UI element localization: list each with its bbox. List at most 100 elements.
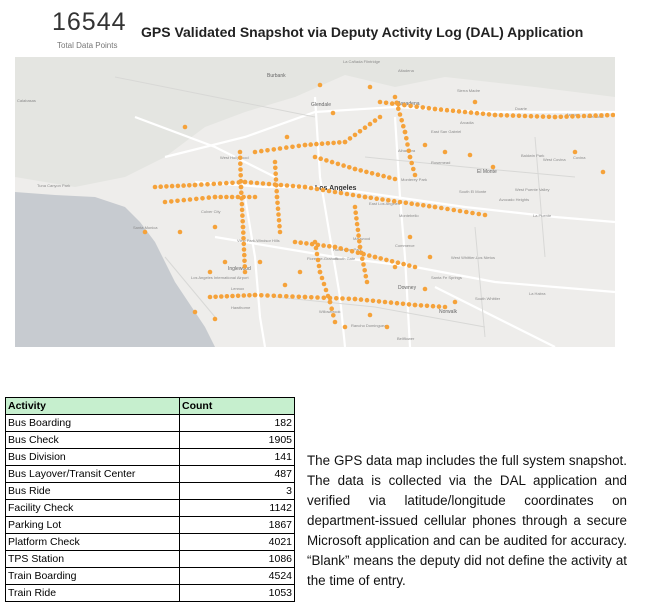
- gps-marker: [317, 269, 323, 275]
- gps-marker: [218, 194, 223, 200]
- gps-marker: [600, 169, 606, 175]
- gps-marker: [356, 193, 362, 199]
- ocean: [15, 192, 215, 347]
- gps-marker: [271, 293, 277, 299]
- gps-marker: [277, 293, 283, 299]
- gps-marker: [389, 101, 395, 106]
- gps-marker: [241, 230, 246, 235]
- map-label-santa-fe-springs: Santa Fe Springs: [431, 275, 462, 280]
- count-cell: 4524: [179, 567, 295, 585]
- gps-marker: [304, 241, 309, 246]
- gps-marker: [205, 182, 210, 187]
- gps-marker: [238, 161, 243, 166]
- gps-marker: [352, 296, 358, 302]
- gps-marker: [238, 173, 243, 178]
- gps-marker: [192, 182, 198, 188]
- gps-marker: [392, 176, 398, 182]
- gps-marker: [372, 254, 378, 260]
- gps-marker: [344, 247, 349, 253]
- gps-marker: [265, 148, 270, 153]
- map-label-south-gate: South Gate: [335, 256, 356, 261]
- gps-marker: [298, 240, 304, 245]
- map-label-la-habra: La Habra: [529, 291, 546, 296]
- description-text: The GPS data map includes the full syste…: [307, 453, 627, 588]
- gps-marker: [248, 180, 254, 185]
- gps-marker: [175, 198, 180, 204]
- gps-marker: [427, 254, 433, 260]
- gps-marker: [296, 143, 302, 149]
- gps-marker: [474, 110, 480, 116]
- gps-marker: [230, 180, 235, 186]
- gps-marker: [575, 113, 581, 119]
- table-row: Bus Check 1905: [5, 431, 295, 449]
- gps-marker: [426, 203, 432, 209]
- activity-cell: Bus Check: [5, 431, 180, 449]
- map-label-pasadena: Pasadena: [397, 101, 420, 107]
- gps-marker: [369, 171, 375, 176]
- gps-marker: [247, 293, 252, 298]
- gps-marker: [451, 207, 457, 213]
- map-label-culver-city: Culver City: [201, 209, 221, 214]
- table-row: Bus Layover/Transit Center 487: [5, 465, 295, 483]
- gps-marker: [332, 244, 338, 250]
- gps-marker: [273, 165, 278, 171]
- gps-marker: [384, 257, 389, 263]
- gps-marker: [409, 160, 415, 166]
- gps-marker: [356, 233, 361, 238]
- gps-marker: [242, 269, 248, 275]
- gps-marker: [259, 148, 264, 154]
- gps-marker: [436, 304, 442, 309]
- map-label-covina: Covina: [573, 155, 586, 160]
- gps-marker: [486, 112, 492, 117]
- gps-marker: [405, 142, 410, 147]
- gps-marker: [367, 84, 373, 90]
- map-label-rancho: Rancho Dominguez: [351, 323, 386, 328]
- gps-marker: [450, 108, 456, 114]
- count-cell: 4021: [179, 533, 295, 551]
- map-label-east-san-gabriel: East San Gabriel: [431, 129, 461, 134]
- map-label-la-puente: La Puente: [533, 213, 552, 218]
- gps-marker: [397, 112, 403, 117]
- gps-marker: [275, 206, 281, 211]
- gps-marker: [347, 165, 352, 170]
- map-label-altadena: Altadena: [398, 68, 415, 73]
- gps-marker: [327, 244, 332, 249]
- gps-marker: [456, 109, 462, 114]
- gps-marker: [296, 184, 302, 189]
- gps-marker: [222, 259, 228, 265]
- gps-marker: [329, 306, 335, 311]
- gps-marker: [238, 184, 244, 190]
- gps-marker: [342, 139, 348, 145]
- activity-cell: Parking Lot: [5, 516, 180, 534]
- gps-marker: [212, 224, 218, 230]
- gps-marker: [407, 154, 413, 160]
- gps-map[interactable]: La Cañada Flintridge Altadena Sierra Mad…: [15, 57, 615, 347]
- gps-marker: [386, 198, 391, 203]
- gps-marker: [350, 192, 356, 198]
- map-label-santa-monica: Santa Monica: [133, 225, 158, 230]
- gps-marker: [338, 190, 344, 196]
- gps-marker: [492, 112, 498, 118]
- activity-cell: Facility Check: [5, 499, 180, 517]
- activity-cell: Train Boarding: [5, 567, 180, 585]
- gps-marker: [412, 172, 418, 178]
- table-row: Facility Check 1142: [5, 499, 295, 517]
- gps-markers: [142, 82, 615, 330]
- gps-marker: [403, 200, 409, 206]
- gps-marker: [384, 324, 390, 330]
- activity-cell: Bus Ride: [5, 482, 180, 500]
- map-label-west-whittier: West Whittier-Los Nietos: [451, 255, 495, 260]
- gps-marker: [357, 239, 362, 244]
- header-count: Count: [179, 397, 295, 415]
- table-row: Bus Boarding 182: [5, 414, 295, 432]
- gps-marker: [211, 181, 217, 187]
- count-cell: 1086: [179, 550, 295, 568]
- gps-marker: [314, 251, 320, 257]
- gps-marker: [412, 302, 418, 308]
- table-row: Train Ride 1053: [5, 584, 295, 602]
- gps-marker: [355, 250, 361, 255]
- gps-marker: [252, 292, 258, 298]
- gps-marker: [175, 183, 181, 189]
- gps-marker: [402, 102, 407, 108]
- gps-marker: [277, 146, 283, 151]
